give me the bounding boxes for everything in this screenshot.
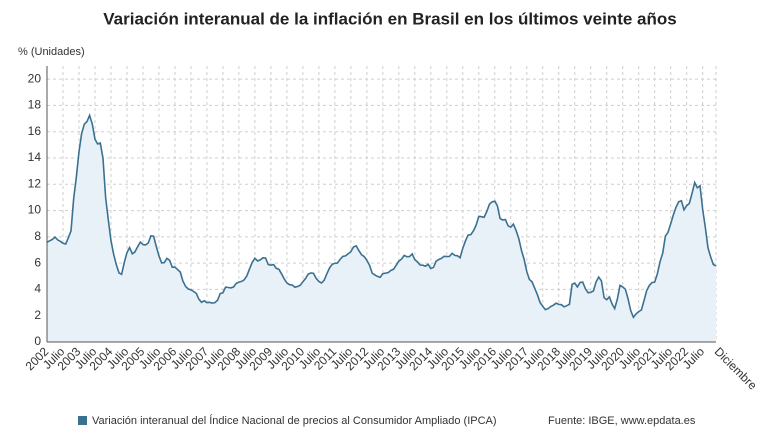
y-tick-label: 10 [28,203,42,217]
y-tick-label: 12 [28,176,42,190]
chart-title: Variación interanual de la inflación en … [103,9,676,28]
y-tick-label: 16 [28,124,42,138]
y-tick-label: 4 [34,282,41,296]
y-tick-label: 8 [34,229,41,243]
legend-label: Variación interanual del Índice Nacional… [92,414,497,427]
source: Fuente: IBGE, www.epdata.es [548,415,696,427]
y-axis-label: % (Unidades) [18,46,85,58]
y-tick-label: 2 [34,308,41,322]
y-tick-label: 0 [34,334,41,348]
x-tick-label: Diciembre [712,344,760,392]
y-tick-label: 6 [34,255,41,269]
y-tick-label: 20 [28,71,42,85]
legend-swatch [78,416,87,425]
area [47,115,716,343]
y-tick-label: 14 [28,150,42,164]
line [46,113,717,319]
y-tick-label: 18 [28,98,42,112]
